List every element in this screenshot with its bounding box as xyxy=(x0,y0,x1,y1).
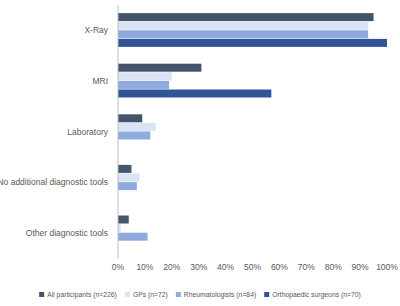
legend-label: Rheumatologists (n=84) xyxy=(184,291,256,299)
tick-label: 50% xyxy=(244,262,261,272)
legend-swatch xyxy=(125,292,130,297)
bar xyxy=(118,216,129,224)
tick-label: 30% xyxy=(190,262,207,272)
category-label: MRI xyxy=(92,76,108,86)
tick-label: 90% xyxy=(352,262,369,272)
bar xyxy=(118,72,172,80)
legend-swatch xyxy=(39,292,44,297)
bar xyxy=(118,165,131,173)
bar xyxy=(118,81,169,89)
legend-swatch xyxy=(264,292,269,297)
bar xyxy=(118,39,387,47)
bars xyxy=(118,13,387,241)
legend: All participants (n=226) GPs (n=72) Rheuma… xyxy=(39,291,361,299)
tick-label: 80% xyxy=(325,262,342,272)
tick-label: 40% xyxy=(217,262,234,272)
tick-label: 70% xyxy=(298,262,315,272)
chart: X-Ray MRI Laboratory No additional diagnost… xyxy=(0,0,400,306)
bar xyxy=(118,182,137,190)
bar xyxy=(118,132,150,140)
bar xyxy=(118,114,142,122)
axis-line xyxy=(118,5,119,258)
bar xyxy=(118,90,271,98)
bar xyxy=(118,30,368,38)
tick-label: 10% xyxy=(136,262,153,272)
bar xyxy=(118,64,201,72)
category-label: No additional diagnostic tools xyxy=(0,177,108,187)
bar xyxy=(118,233,148,241)
category-label: Laboratory xyxy=(67,127,108,137)
tick-label: 100% xyxy=(376,262,398,272)
legend-label: All participants (n=226) xyxy=(47,291,117,299)
legend-label: GPs (n=72) xyxy=(133,291,168,299)
legend-label: Orthopaedic surgeons (n=70) xyxy=(272,291,361,299)
bar xyxy=(118,123,156,131)
tick-label: 0% xyxy=(112,262,125,272)
legend-swatch xyxy=(176,292,181,297)
tick-label: 60% xyxy=(271,262,288,272)
category-label: Other diagnostic tools xyxy=(26,228,108,238)
tick-label: 20% xyxy=(163,262,180,272)
bar xyxy=(118,174,140,182)
category-label: X-Ray xyxy=(84,25,108,35)
bar xyxy=(118,22,368,30)
bar xyxy=(118,13,374,21)
